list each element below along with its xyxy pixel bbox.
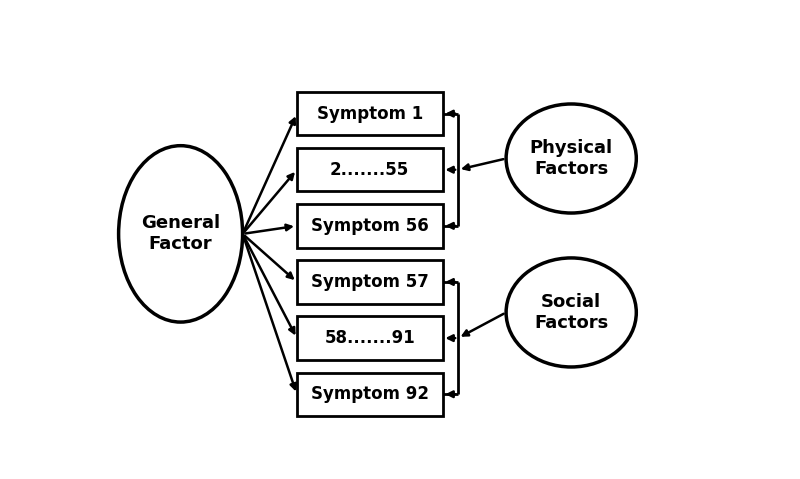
FancyBboxPatch shape [297,261,442,304]
Text: Physical
Factors: Physical Factors [530,139,613,178]
Text: Symptom 57: Symptom 57 [310,273,429,291]
Ellipse shape [506,104,636,213]
FancyBboxPatch shape [297,92,442,135]
FancyBboxPatch shape [297,317,442,360]
Ellipse shape [506,258,636,367]
Text: General
Factor: General Factor [141,215,220,253]
Text: Symptom 1: Symptom 1 [317,104,423,123]
FancyBboxPatch shape [297,148,442,192]
FancyBboxPatch shape [297,373,442,416]
Text: 58.......91: 58.......91 [324,329,415,347]
FancyBboxPatch shape [297,204,442,248]
Text: 2.......55: 2.......55 [330,161,410,179]
Text: Social
Factors: Social Factors [534,293,608,332]
Text: Symptom 92: Symptom 92 [310,385,429,403]
Ellipse shape [118,146,242,322]
Text: Symptom 56: Symptom 56 [311,217,429,235]
